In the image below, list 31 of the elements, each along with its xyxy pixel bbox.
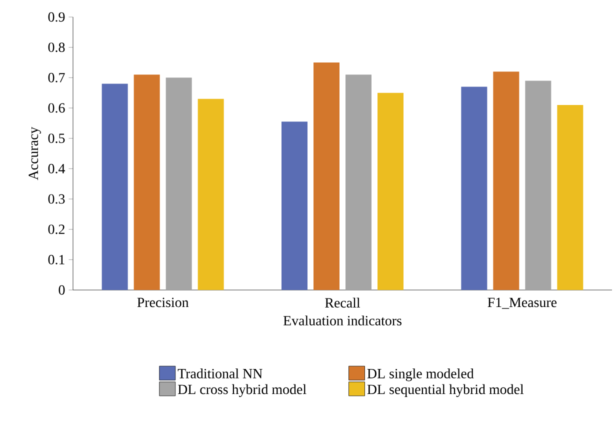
legend-label: Traditional NN — [178, 368, 262, 378]
bar — [346, 74, 372, 290]
y-tick-label: 0.2 — [48, 224, 64, 234]
y-tick-label: 0.4 — [48, 164, 66, 174]
y-tick-label: 0.8 — [48, 42, 65, 52]
x-tick-label: Precision — [137, 298, 189, 308]
bar — [493, 72, 520, 290]
y-axis-title: Accuracy — [28, 126, 41, 180]
bar — [198, 98, 224, 290]
y-tick-label: 0.5 — [48, 134, 65, 144]
bar — [525, 80, 552, 290]
bar — [166, 78, 192, 290]
bar — [461, 86, 488, 290]
bar — [314, 62, 340, 290]
y-tick-label: 0 — [58, 285, 65, 295]
legend-label: DL cross hybrid model — [178, 384, 306, 397]
x-tick-label: F1_Measure — [488, 298, 557, 309]
legend-label: DL sequential hybrid model — [367, 384, 524, 397]
legend-label: DL single modeled — [367, 368, 474, 382]
bar — [282, 122, 308, 290]
x-axis-title: Evaluation indicators — [283, 316, 402, 326]
y-tick-label: 0.7 — [48, 72, 65, 82]
y-tick-label: 0.9 — [48, 12, 65, 22]
x-tick-label: Recall — [325, 298, 360, 308]
y-tick-label: 0.3 — [48, 194, 65, 204]
y-tick-label: 0.6 — [48, 103, 65, 113]
bar — [102, 84, 128, 290]
y-tick-label: 0.1 — [48, 254, 64, 264]
bar — [134, 74, 160, 290]
bar — [557, 104, 584, 290]
bar — [378, 92, 404, 290]
